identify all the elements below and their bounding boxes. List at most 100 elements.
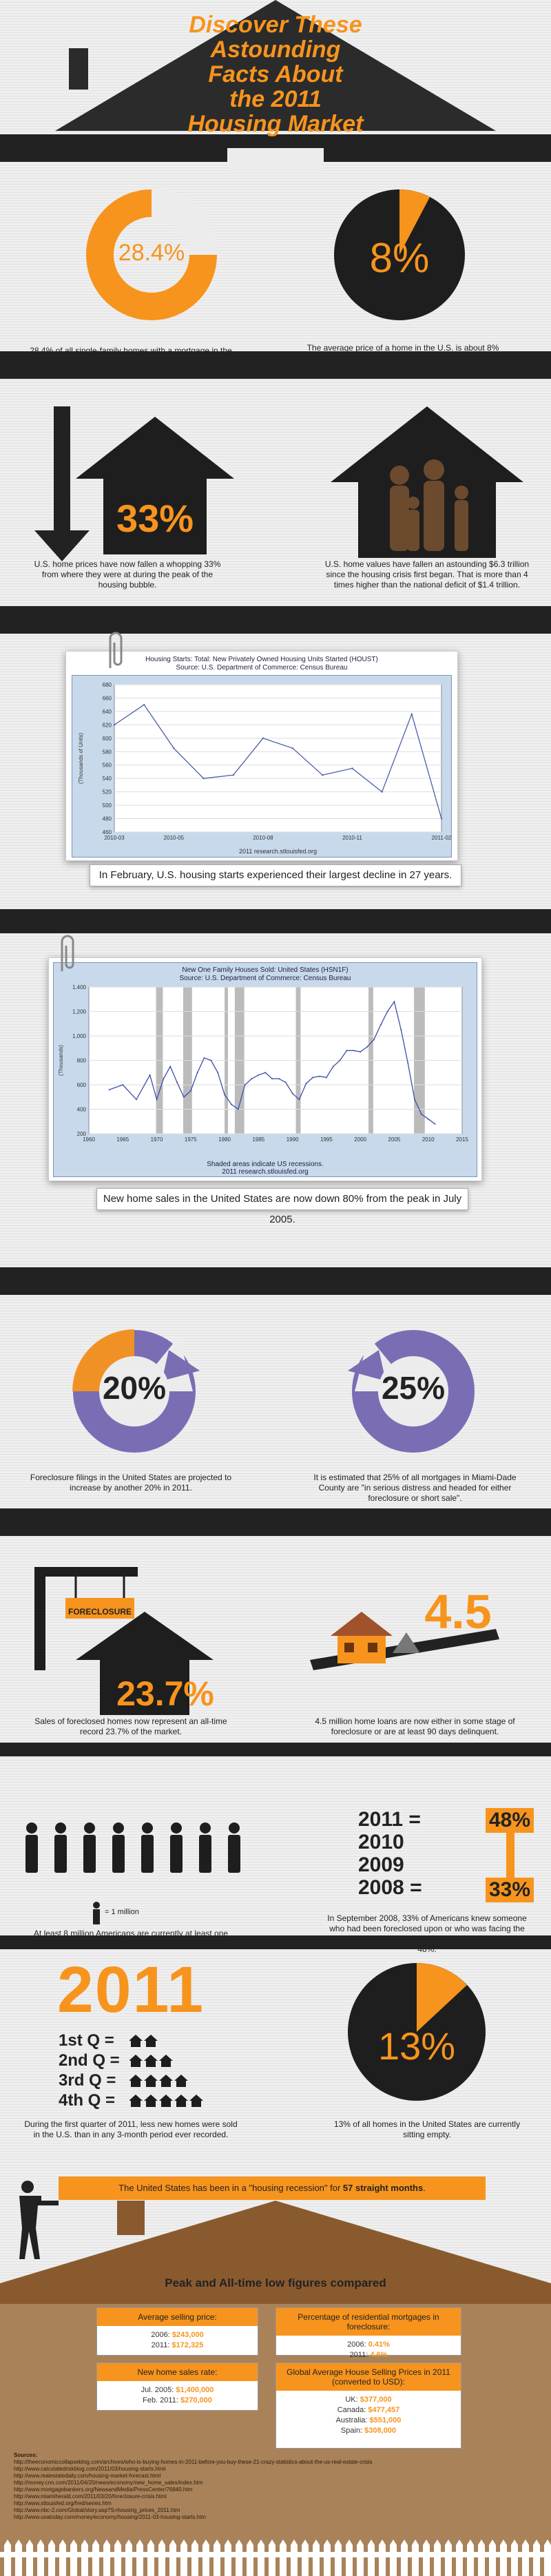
data-point bbox=[346, 1050, 348, 1052]
source-link[interactable]: http://theeconomiccollapseblog.com/archi… bbox=[14, 2459, 373, 2465]
data-point bbox=[319, 1075, 321, 1077]
divider-band-2 bbox=[0, 606, 551, 634]
small-house-icon bbox=[159, 2055, 173, 2067]
fence-picket bbox=[4, 2539, 11, 2576]
small-house-icon bbox=[129, 2055, 143, 2067]
y-tick-label: 520 bbox=[103, 789, 112, 796]
global-prices-title: Global Average House Selling Prices in 2… bbox=[276, 2363, 461, 2391]
data-point bbox=[440, 818, 443, 820]
quarter-list: 1st Q = 2nd Q = 3rd Q = 4th Q = bbox=[59, 2030, 120, 2110]
source-link[interactable]: http://www.calculatedriskblog.com/2011/0… bbox=[14, 2466, 166, 2472]
fence-picket bbox=[214, 2539, 220, 2576]
small-house-icon bbox=[174, 2095, 188, 2107]
data-point bbox=[332, 1066, 334, 1068]
fence-picket bbox=[445, 2539, 452, 2576]
source-link[interactable]: http://www.stlouisfed.org/fred/series.ht… bbox=[14, 2500, 112, 2506]
source-link[interactable]: http://www.nbc-2.com/Global/story.asp?S=… bbox=[14, 2507, 180, 2513]
source-link[interactable]: http://www.realestatedaily.com/housing-m… bbox=[14, 2473, 161, 2479]
section-foreclosed-sales: FORECLOSURE 23.7% Sales of foreclosed ho… bbox=[0, 1536, 551, 1743]
year-2011-label: 2011 = bbox=[358, 1808, 421, 1831]
avg-price-panel: Average selling price: 2006: $243,000 20… bbox=[96, 2307, 258, 2356]
small-house-icon bbox=[189, 2095, 203, 2107]
x-tick-label: 2015 bbox=[456, 1136, 468, 1143]
divider-band-3 bbox=[0, 909, 551, 933]
section-underwater: 28.4% 28.4% of all single-family homes w… bbox=[0, 172, 551, 379]
title-line-2: Astounding bbox=[210, 37, 341, 63]
data-point bbox=[381, 791, 383, 793]
fence-picket bbox=[544, 2539, 551, 2576]
housing-starts-chart-card: Housing Starts: Total: New Privately Own… bbox=[65, 651, 458, 861]
data-point bbox=[322, 774, 324, 776]
global-prices-panel: Global Average House Selling Prices in 2… bbox=[276, 2362, 461, 2449]
source-link[interactable]: http://www.miamiherald.com/2011/03/20/fo… bbox=[14, 2493, 167, 2500]
cycle-arrow-25-icon bbox=[348, 1330, 475, 1453]
page-title: Discover These Astounding Facts About th… bbox=[103, 12, 448, 136]
x-tick-label: 1960 bbox=[83, 1136, 95, 1143]
new-home-sales-chart: 200 400 600 800 1,000 1,200 1,400 1960 1965 1970 1… bbox=[58, 984, 468, 1143]
fence-picket bbox=[225, 2539, 231, 2576]
section-foreclosure-filings: 20% Foreclosure filings in the United St… bbox=[0, 1295, 551, 1503]
data-point bbox=[108, 1089, 110, 1091]
foreclosure-pct-title: Percentage of residential mortgages in f… bbox=[276, 2308, 461, 2336]
y-tick-label: 680 bbox=[103, 682, 112, 688]
small-house-icon bbox=[129, 2075, 143, 2087]
data-point bbox=[264, 1072, 267, 1074]
quarter-2: 2nd Q = bbox=[59, 2051, 120, 2070]
data-point bbox=[196, 1072, 198, 1074]
data-point bbox=[291, 1092, 293, 1094]
paperclip-icon bbox=[61, 935, 74, 971]
data-point bbox=[217, 1072, 219, 1074]
small-house-icon bbox=[159, 2095, 173, 2107]
fence-picket bbox=[324, 2539, 331, 2576]
person-icon bbox=[83, 1822, 96, 1873]
data-point bbox=[224, 1094, 226, 1096]
fence-picket bbox=[478, 2539, 485, 2576]
footer-heading: Peak and All-time low figures compared bbox=[165, 2276, 386, 2289]
data-point bbox=[312, 1077, 314, 1079]
fence-picket bbox=[26, 2539, 33, 2576]
stat-25-text: It is estimated that 25% of all mortgage… bbox=[313, 1473, 517, 1503]
fence-picket bbox=[467, 2539, 474, 2576]
data-point bbox=[189, 1090, 191, 1092]
small-house-icon bbox=[174, 2075, 188, 2087]
source-link[interactable]: http://www.mortgagebankers.org/NewsandMe… bbox=[14, 2486, 193, 2493]
y-tick-label: 400 bbox=[77, 1107, 87, 1113]
fence-picket bbox=[489, 2539, 496, 2576]
source-link[interactable]: http://money.cnn.com/2011/04/20/news/eco… bbox=[14, 2480, 203, 2486]
people-legend-text: = 1 million bbox=[105, 1908, 139, 1916]
data-point bbox=[278, 1078, 280, 1080]
stat-33-value: 33% bbox=[116, 497, 194, 540]
data-point bbox=[149, 1074, 151, 1076]
data-point bbox=[351, 767, 353, 769]
person-icon bbox=[54, 1822, 67, 1873]
data-point bbox=[262, 737, 264, 740]
fence-picket bbox=[434, 2539, 441, 2576]
fence-picket bbox=[533, 2539, 540, 2576]
data-point bbox=[122, 1084, 124, 1086]
fence-picket bbox=[247, 2539, 253, 2576]
data-point bbox=[113, 724, 116, 726]
housing-starts-chart: 460 480 500 520 540 560 580 600 620 640 660 680 2010… bbox=[78, 682, 452, 855]
stat-48-value: 48% bbox=[486, 1808, 534, 1833]
new-home-rate-title: New home sales rate: bbox=[97, 2363, 258, 2381]
fence-picket bbox=[511, 2539, 518, 2576]
data-point bbox=[353, 1050, 355, 1052]
fence-picket bbox=[202, 2539, 209, 2576]
divider-band-7 bbox=[0, 1935, 551, 1949]
foreclosure-pct-body: 2006: 0.41% 2011: 4.6% bbox=[347, 2340, 390, 2359]
person-icon bbox=[112, 1822, 125, 1873]
data-point bbox=[203, 1057, 205, 1059]
housing-starts-caption: In February, U.S. housing starts experie… bbox=[90, 864, 461, 886]
donut-28-icon bbox=[86, 188, 218, 320]
data-point bbox=[169, 1066, 171, 1068]
divider-band-5 bbox=[0, 1508, 551, 1536]
data-point bbox=[163, 1078, 165, 1080]
data-point bbox=[410, 713, 413, 715]
header-house-icon bbox=[0, 0, 551, 172]
quarter-3: 3rd Q = bbox=[59, 2071, 116, 2090]
sources-block: Sources: http://theeconomiccollapseblog.… bbox=[14, 2452, 537, 2521]
source-link[interactable]: http://www.usatoday.com/money/economy/ho… bbox=[14, 2514, 206, 2520]
house-family-icon bbox=[331, 406, 523, 558]
new-home-sales-source: Source: U.S. Department of Commerce: Cen… bbox=[179, 975, 351, 982]
title-line-3: Facts About bbox=[208, 61, 343, 87]
